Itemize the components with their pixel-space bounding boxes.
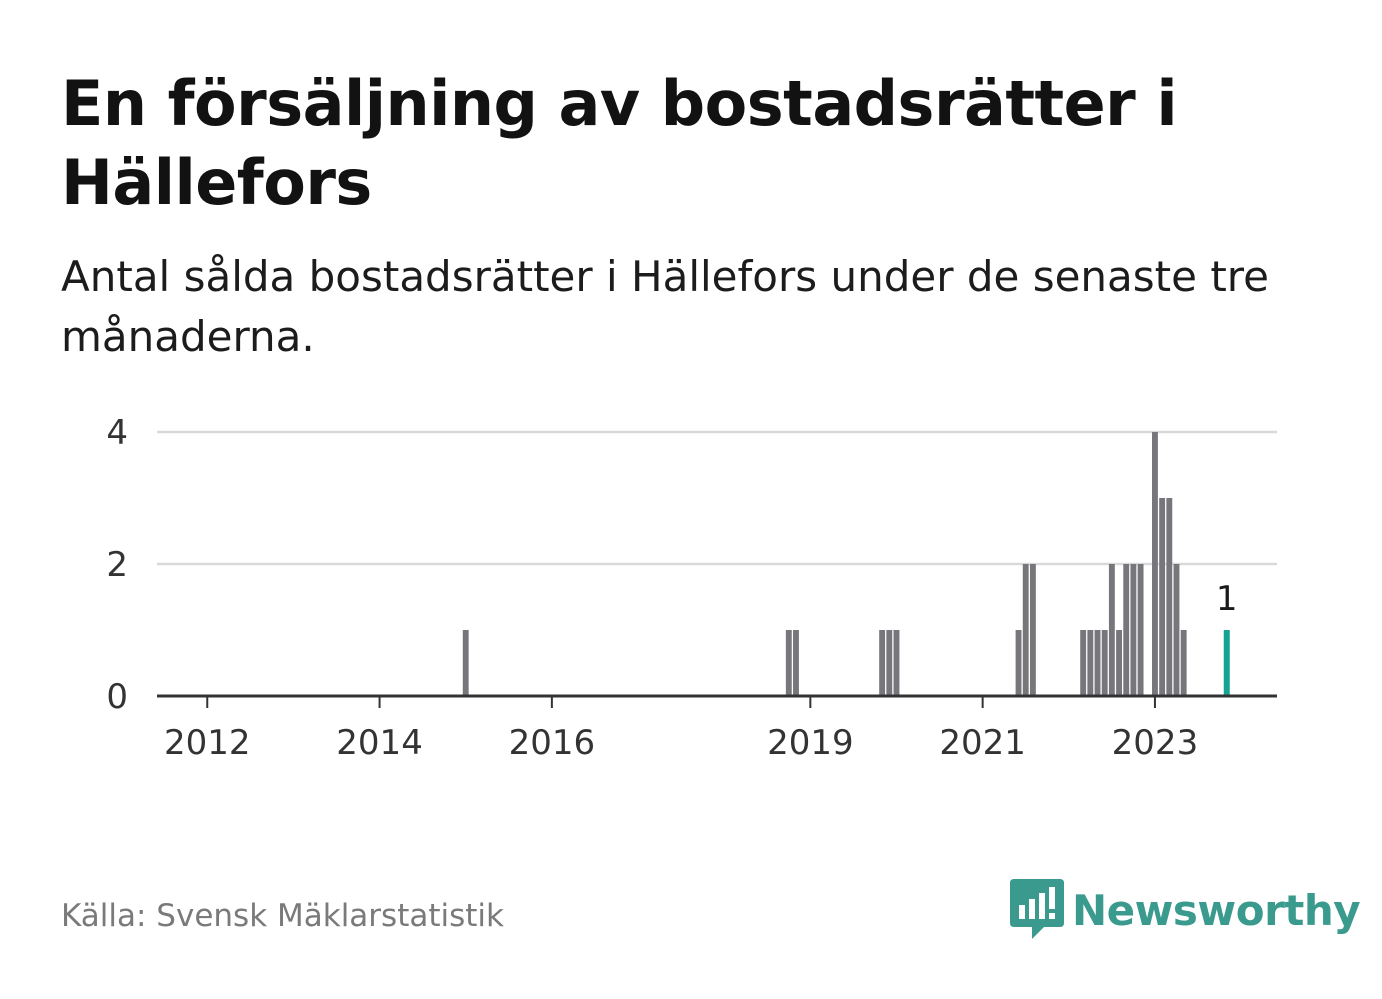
bar (1094, 630, 1101, 696)
bar (1152, 432, 1158, 696)
y-tick-label: 2 (106, 545, 128, 585)
newsworthy-logo: Newsworthy (1010, 878, 1361, 942)
highlight-value-label: 1 (1216, 579, 1238, 619)
bar (1101, 630, 1108, 696)
bar (785, 630, 792, 696)
bar (1137, 564, 1144, 696)
x-tick-label: 2023 (1112, 723, 1199, 763)
bar-chart: 0 2 4 1 2012 2014 2016 2019 2021 2023 (106, 413, 1277, 763)
bar (1173, 564, 1180, 696)
bar (1015, 630, 1022, 696)
bar (1022, 564, 1029, 696)
bar-chart-speech-bubble-icon (1010, 879, 1064, 939)
bar (793, 630, 799, 696)
x-tick-label: 2019 (767, 723, 854, 763)
y-tick-label: 0 (106, 677, 128, 717)
bar (1116, 630, 1122, 696)
chart-subtitle: Antal sålda bostadsrätter i Hällefors un… (61, 252, 1269, 361)
bar (1087, 630, 1094, 696)
bar (462, 630, 469, 696)
chart-title: En försäljning av bostadsrätter i Hällef… (61, 67, 1178, 219)
bar (893, 630, 900, 696)
bar (1080, 630, 1087, 696)
bar (1159, 498, 1166, 696)
x-tick-label: 2021 (939, 723, 1026, 763)
source-note: Källa: Svensk Mäklarstatistik (61, 898, 504, 934)
bar (1130, 564, 1137, 696)
y-tick-label: 4 (106, 413, 128, 453)
brand-name: Newsworthy (1072, 885, 1361, 935)
gridlines (157, 430, 1277, 566)
labels: 0 2 4 1 2012 2014 2016 2019 2021 2023 (106, 413, 1237, 763)
bar (1123, 564, 1130, 696)
x-tick-label: 2012 (164, 723, 251, 763)
bar (879, 630, 886, 696)
x-tick-label: 2014 (336, 723, 423, 763)
bar (1166, 498, 1173, 696)
bars (462, 432, 1230, 696)
highlight-bar (1223, 630, 1230, 696)
bar (1029, 564, 1036, 696)
bar (1108, 564, 1115, 696)
x-axis (157, 694, 1277, 708)
x-tick-label: 2016 (509, 723, 596, 763)
bar (886, 630, 893, 696)
bar (1180, 630, 1187, 696)
